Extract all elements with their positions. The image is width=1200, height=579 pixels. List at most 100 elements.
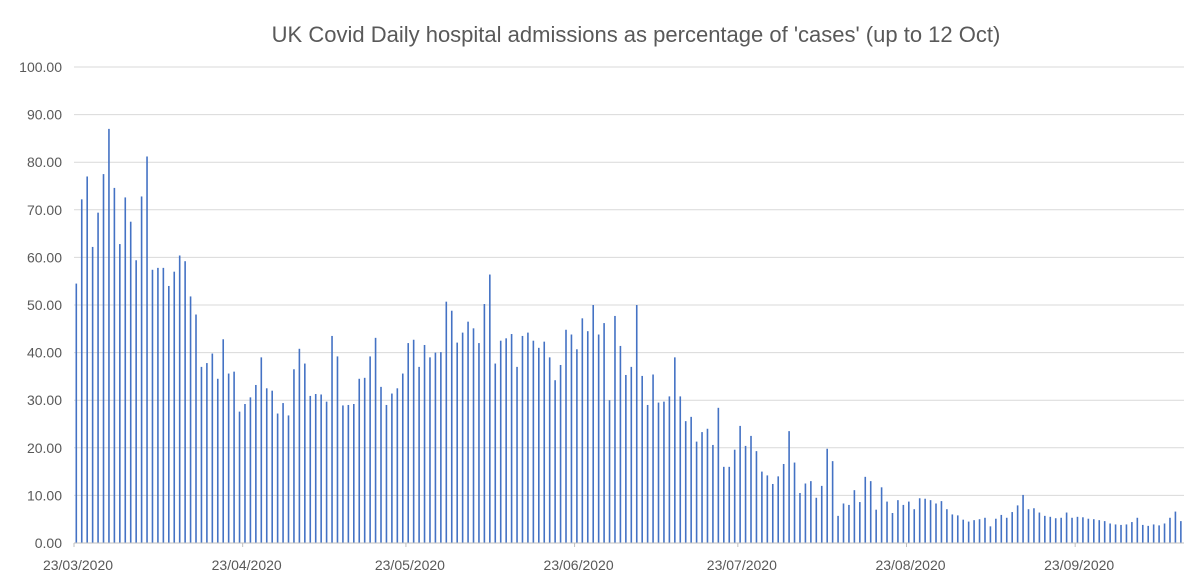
bar bbox=[657, 402, 660, 543]
bar bbox=[108, 128, 110, 543]
bar bbox=[837, 515, 839, 543]
bar bbox=[859, 502, 861, 543]
y-tick-label: 60.00 bbox=[27, 249, 62, 265]
bar bbox=[450, 310, 453, 543]
bar bbox=[173, 271, 176, 543]
bar bbox=[635, 305, 638, 543]
bar bbox=[750, 435, 752, 543]
bar bbox=[195, 314, 197, 543]
bar bbox=[347, 404, 350, 543]
y-tick-label: 70.00 bbox=[27, 202, 62, 218]
bar bbox=[342, 405, 344, 543]
bar bbox=[984, 517, 986, 543]
bar bbox=[690, 416, 692, 543]
bar bbox=[325, 401, 328, 543]
bar bbox=[1163, 523, 1166, 543]
bar bbox=[124, 197, 127, 543]
bar bbox=[298, 348, 301, 543]
bar bbox=[80, 199, 83, 543]
bar bbox=[695, 441, 698, 543]
bar bbox=[815, 497, 818, 543]
bar bbox=[559, 364, 562, 543]
bar bbox=[429, 357, 431, 543]
bar bbox=[363, 377, 366, 543]
bar bbox=[777, 476, 780, 543]
bar bbox=[804, 483, 807, 543]
bar bbox=[1141, 524, 1144, 543]
bar bbox=[157, 267, 159, 543]
bar bbox=[309, 395, 312, 543]
bar bbox=[304, 363, 306, 543]
bar bbox=[592, 305, 595, 543]
bar bbox=[646, 404, 649, 543]
bar bbox=[1109, 523, 1111, 543]
bar bbox=[1060, 517, 1062, 543]
bar bbox=[1082, 517, 1084, 543]
y-tick-label: 10.00 bbox=[27, 487, 62, 503]
bar bbox=[249, 397, 252, 543]
bar bbox=[940, 501, 943, 543]
bar bbox=[1120, 524, 1122, 543]
y-tick-label: 20.00 bbox=[27, 440, 62, 456]
bar bbox=[391, 393, 393, 543]
bar bbox=[1158, 525, 1160, 543]
x-tick-label: 23/09/2020 bbox=[1044, 557, 1114, 573]
bar bbox=[434, 352, 437, 543]
bar bbox=[211, 353, 214, 543]
bar bbox=[924, 498, 926, 543]
bar bbox=[102, 174, 105, 543]
bar bbox=[929, 500, 932, 543]
bar bbox=[489, 274, 491, 543]
bar bbox=[597, 334, 600, 543]
bar bbox=[1049, 516, 1052, 543]
bar bbox=[701, 432, 703, 543]
bar bbox=[119, 244, 121, 543]
y-tick-label: 50.00 bbox=[27, 297, 62, 313]
bar bbox=[848, 504, 850, 543]
bar bbox=[293, 369, 295, 543]
bar bbox=[1136, 517, 1139, 543]
bar bbox=[412, 339, 415, 543]
bar bbox=[1093, 519, 1095, 543]
bar bbox=[733, 449, 736, 543]
bar bbox=[1131, 522, 1133, 543]
bar bbox=[353, 404, 355, 543]
bar bbox=[842, 503, 845, 543]
bar bbox=[565, 329, 567, 543]
bar bbox=[723, 466, 725, 543]
bar bbox=[1103, 521, 1106, 543]
bar bbox=[554, 380, 556, 543]
bar bbox=[1071, 517, 1073, 543]
bar bbox=[282, 403, 284, 543]
x-tick-label: 23/08/2020 bbox=[875, 557, 945, 573]
bar bbox=[374, 337, 377, 543]
bar bbox=[418, 366, 420, 543]
bar bbox=[679, 396, 682, 543]
bar bbox=[755, 451, 758, 543]
bar bbox=[200, 366, 203, 543]
bar bbox=[641, 375, 643, 543]
bar bbox=[886, 501, 888, 543]
bar bbox=[440, 352, 442, 543]
x-axis-tick-labels: 23/03/2020 23/04/2020 23/05/2020 23/06/2020… bbox=[43, 543, 1114, 573]
bar bbox=[891, 513, 894, 543]
bar bbox=[75, 283, 78, 543]
bar bbox=[908, 501, 910, 543]
bar bbox=[168, 285, 170, 543]
y-tick-label: 100.00 bbox=[19, 59, 62, 75]
bar bbox=[499, 340, 502, 543]
bar bbox=[663, 401, 665, 543]
bar bbox=[216, 378, 219, 543]
bar bbox=[1016, 505, 1019, 543]
bar bbox=[380, 386, 382, 543]
bar bbox=[331, 335, 333, 543]
bar bbox=[222, 339, 225, 543]
bar bbox=[401, 373, 404, 543]
bar bbox=[897, 500, 899, 543]
bar bbox=[782, 463, 785, 543]
bar bbox=[233, 371, 235, 543]
bar bbox=[510, 334, 513, 543]
bar bbox=[543, 341, 546, 543]
bar bbox=[625, 374, 627, 543]
